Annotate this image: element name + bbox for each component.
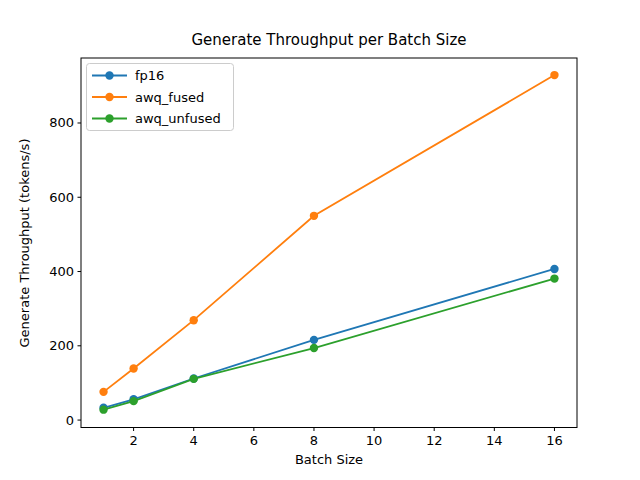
data-point-awq_fused-2 [129, 364, 137, 372]
plot-canvas: 2 4 6 8 10 12 14 16 0 200 400 600 800 fp16 awq_fusedaw… [0, 0, 640, 480]
x-tick-label: 6 [250, 433, 258, 448]
legend-label-fp16: fp16 [135, 68, 164, 83]
x-tick-label: 10 [366, 433, 383, 448]
y-tick-label: 0 [66, 413, 74, 428]
y-tick-label: 400 [49, 264, 74, 279]
legend-label-awq_fused: awq_fused [135, 90, 204, 105]
legend-marker-awq_fused [105, 93, 113, 101]
data-point-awq_fused-8 [310, 212, 318, 220]
legend-marker-fp16 [105, 71, 113, 79]
data-point-awq_unfused-1 [99, 405, 107, 413]
x-tick-label: 2 [129, 433, 137, 448]
chart-figure: Generate Throughput per Batch Size Gener… [0, 0, 640, 480]
x-tick-label: 12 [426, 433, 443, 448]
data-point-awq_unfused-8 [310, 344, 318, 352]
data-point-fp16-8 [310, 336, 318, 344]
y-tick-label: 800 [49, 115, 74, 130]
y-tick-label: 600 [49, 190, 74, 205]
data-point-awq_unfused-2 [129, 397, 137, 405]
x-tick-label: 4 [190, 433, 198, 448]
legend-marker-awq_unfused [105, 114, 113, 122]
data-point-awq_fused-1 [99, 388, 107, 396]
data-point-awq_unfused-4 [190, 375, 198, 383]
data-point-fp16-16 [550, 265, 558, 273]
x-tick-label: 16 [546, 433, 563, 448]
legend-label-awq_unfused: awq_unfused [135, 111, 221, 126]
y-tick-label: 200 [49, 338, 74, 353]
series-line-awq_unfused [104, 279, 555, 410]
data-point-awq_fused-4 [190, 316, 198, 324]
x-tick-label: 8 [310, 433, 318, 448]
x-tick-label: 14 [486, 433, 503, 448]
data-point-awq_unfused-16 [550, 274, 558, 282]
data-point-awq_fused-16 [550, 71, 558, 79]
